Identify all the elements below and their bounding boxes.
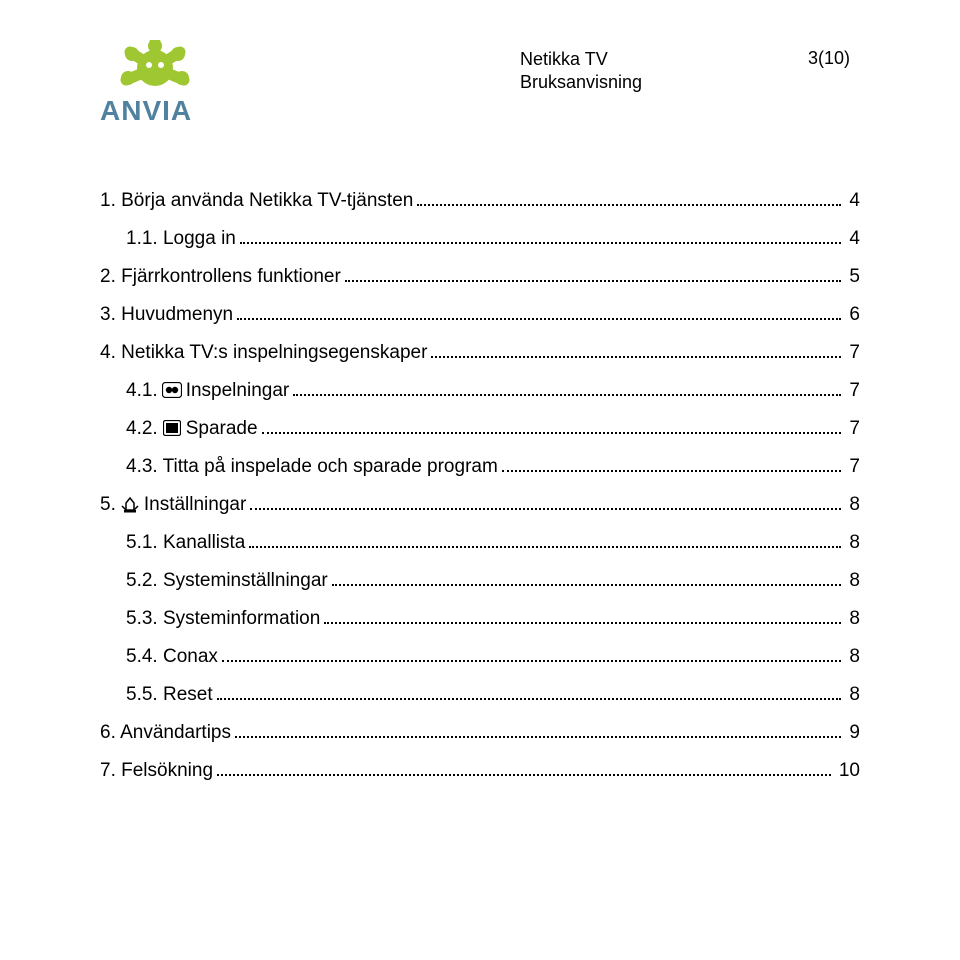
toc-label: 4.2. Sparade <box>126 418 258 440</box>
toc-leader-dots <box>240 242 842 244</box>
toc-entry: 3. Huvudmenyn 6 <box>100 304 860 326</box>
header-title-line1: Netikka TV <box>520 48 642 71</box>
toc-label-text: 4. Netikka TV:s inspelningsegenskaper <box>100 342 427 364</box>
toc-leader-dots <box>417 204 841 206</box>
record-icon <box>161 380 183 402</box>
toc-label-post: Inställningar <box>144 494 246 516</box>
toc-label-post: Sparade <box>186 418 258 440</box>
toc-label-pre: 4.2. <box>126 418 158 440</box>
toc-entry: 5.4. Conax 8 <box>100 646 860 668</box>
toc-entry: 5.3. Systeminformation 8 <box>100 608 860 630</box>
toc-leader-dots <box>237 318 841 320</box>
toc-page-number: 6 <box>845 304 860 326</box>
toc-label-pre: 4.1. <box>126 380 158 402</box>
toc-leader-dots <box>502 470 842 472</box>
toc-page-number: 4 <box>845 190 860 212</box>
toc-leader-dots <box>293 394 841 396</box>
toc-page-number: 8 <box>845 646 860 668</box>
toc-page-number: 7 <box>845 418 860 440</box>
toc-page-number: 8 <box>845 494 860 516</box>
toc-label-text: 1. Börja använda Netikka TV-tjänsten <box>100 190 413 212</box>
toc-entry: 4. Netikka TV:s inspelningsegenskaper 7 <box>100 342 860 364</box>
document-page: ANVIA Netikka TV Bruksanvisning 3(10) 1.… <box>0 0 960 838</box>
toc-entry: 7. Felsökning 10 <box>100 760 860 782</box>
header-title-line2: Bruksanvisning <box>520 71 642 94</box>
toc-page-number: 9 <box>845 722 860 744</box>
toc-entry: 1.1. Logga in 4 <box>100 228 860 250</box>
table-of-contents: 1. Börja använda Netikka TV-tjänsten41.1… <box>100 190 860 782</box>
toc-leader-dots <box>217 774 831 776</box>
toc-page-number: 7 <box>845 456 860 478</box>
toc-entry: 6. Användartips 9 <box>100 722 860 744</box>
toc-page-number: 7 <box>845 342 860 364</box>
toc-leader-dots <box>249 546 841 548</box>
toc-leader-dots <box>332 584 842 586</box>
toc-label: 5.2. Systeminställningar <box>126 570 328 592</box>
toc-label: 5.4. Conax <box>126 646 218 668</box>
toc-page-number: 5 <box>845 266 860 288</box>
toc-label-text: 5.5. Reset <box>126 684 213 706</box>
saved-icon <box>161 418 183 440</box>
page-header: ANVIA Netikka TV Bruksanvisning 3(10) <box>100 40 860 130</box>
toc-label-text: 6. Användartips <box>100 722 231 744</box>
toc-label-text: 5.3. Systeminformation <box>126 608 320 630</box>
toc-leader-dots <box>235 736 841 738</box>
toc-page-number: 8 <box>845 570 860 592</box>
toc-label-text: 5.1. Kanallista <box>126 532 245 554</box>
toc-entry: 4.3. Titta på inspelade och sparade prog… <box>100 456 860 478</box>
toc-page-number: 8 <box>845 532 860 554</box>
toc-label: 1. Börja använda Netikka TV-tjänsten <box>100 190 413 212</box>
toc-label: 4.1. Inspelningar <box>126 380 289 402</box>
toc-label-text: 4.3. Titta på inspelade och sparade prog… <box>126 456 498 478</box>
toc-label-text: 5.4. Conax <box>126 646 218 668</box>
toc-label: 5.1. Kanallista <box>126 532 245 554</box>
logo-text: ANVIA <box>100 95 192 126</box>
toc-entry: 5.5. Reset 8 <box>100 684 860 706</box>
toc-label-text: 5.2. Systeminställningar <box>126 570 328 592</box>
toc-label: 1.1. Logga in <box>126 228 236 250</box>
toc-page-number: 10 <box>835 760 860 782</box>
toc-label: 5.5. Reset <box>126 684 213 706</box>
settings-icon <box>119 494 141 516</box>
toc-label-text: 3. Huvudmenyn <box>100 304 233 326</box>
toc-entry: 5. Inställningar 8 <box>100 494 860 516</box>
toc-leader-dots <box>250 508 841 510</box>
toc-label-text: 1.1. Logga in <box>126 228 236 250</box>
toc-label: 4. Netikka TV:s inspelningsegenskaper <box>100 342 427 364</box>
toc-entry: 1. Börja använda Netikka TV-tjänsten 4 <box>100 190 860 212</box>
anvia-logo: ANVIA <box>100 40 260 135</box>
toc-label: 5. Inställningar <box>100 494 246 516</box>
toc-label: 7. Felsökning <box>100 760 213 782</box>
toc-leader-dots <box>262 432 842 434</box>
toc-entry: 5.2. Systeminställningar 8 <box>100 570 860 592</box>
toc-page-number: 8 <box>845 684 860 706</box>
toc-page-number: 8 <box>845 608 860 630</box>
toc-label: 6. Användartips <box>100 722 231 744</box>
toc-label-text: 2. Fjärrkontrollens funktioner <box>100 266 341 288</box>
toc-leader-dots <box>324 622 841 624</box>
page-number: 3(10) <box>808 48 850 69</box>
toc-label: 5.3. Systeminformation <box>126 608 320 630</box>
toc-label: 2. Fjärrkontrollens funktioner <box>100 266 341 288</box>
toc-entry: 4.1. Inspelningar 7 <box>100 380 860 402</box>
toc-leader-dots <box>222 660 842 662</box>
toc-leader-dots <box>345 280 842 282</box>
toc-leader-dots <box>217 698 842 700</box>
toc-leader-dots <box>431 356 841 358</box>
header-title: Netikka TV Bruksanvisning <box>520 48 642 95</box>
toc-label-post: Inspelningar <box>186 380 290 402</box>
toc-label: 3. Huvudmenyn <box>100 304 233 326</box>
toc-page-number: 4 <box>845 228 860 250</box>
toc-label: 4.3. Titta på inspelade och sparade prog… <box>126 456 498 478</box>
toc-label-pre: 5. <box>100 494 116 516</box>
toc-entry: 5.1. Kanallista 8 <box>100 532 860 554</box>
toc-entry: 2. Fjärrkontrollens funktioner 5 <box>100 266 860 288</box>
toc-label-text: 7. Felsökning <box>100 760 213 782</box>
toc-entry: 4.2. Sparade 7 <box>100 418 860 440</box>
toc-page-number: 7 <box>845 380 860 402</box>
